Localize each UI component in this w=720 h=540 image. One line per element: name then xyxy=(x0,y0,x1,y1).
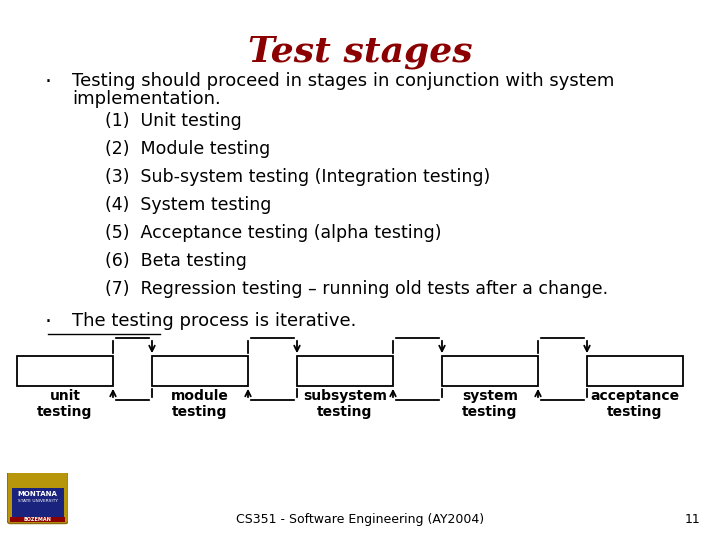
Text: unit
testing: unit testing xyxy=(37,389,93,419)
Text: acceptance
testing: acceptance testing xyxy=(590,389,680,419)
Text: (2)  Module testing: (2) Module testing xyxy=(105,140,270,158)
Text: module
testing: module testing xyxy=(171,389,229,419)
Text: implementation.: implementation. xyxy=(72,90,221,108)
Text: (5)  Acceptance testing (alpha testing): (5) Acceptance testing (alpha testing) xyxy=(105,224,441,242)
Text: (7)  Regression testing – running old tests after a change.: (7) Regression testing – running old tes… xyxy=(105,280,608,298)
Text: CS351 - Software Engineering (AY2004): CS351 - Software Engineering (AY2004) xyxy=(236,513,484,526)
FancyBboxPatch shape xyxy=(7,471,68,524)
Text: ·: · xyxy=(45,72,52,92)
Text: STATE UNIVERSITY: STATE UNIVERSITY xyxy=(18,499,58,503)
Bar xyxy=(587,356,683,386)
Text: MONTANA: MONTANA xyxy=(18,491,58,497)
Text: (6)  Beta testing: (6) Beta testing xyxy=(105,252,247,270)
Text: The testing process is iterative.: The testing process is iterative. xyxy=(72,312,356,330)
Text: system
testing: system testing xyxy=(462,389,518,419)
Bar xyxy=(297,356,393,386)
Text: (1)  Unit testing: (1) Unit testing xyxy=(105,112,242,130)
Text: BOZEMAN: BOZEMAN xyxy=(24,517,52,522)
Bar xyxy=(17,356,113,386)
Text: (4)  System testing: (4) System testing xyxy=(105,196,271,214)
Bar xyxy=(442,356,538,386)
Bar xyxy=(152,356,248,386)
Text: Test stages: Test stages xyxy=(248,35,472,69)
Bar xyxy=(12,488,63,519)
Text: Testing should proceed in stages in conjunction with system: Testing should proceed in stages in conj… xyxy=(72,72,614,90)
Text: ·: · xyxy=(45,312,52,332)
Bar xyxy=(10,517,66,522)
Text: subsystem
testing: subsystem testing xyxy=(303,389,387,419)
Text: (3)  Sub-system testing (Integration testing): (3) Sub-system testing (Integration test… xyxy=(105,168,490,186)
Text: 11: 11 xyxy=(684,513,700,526)
